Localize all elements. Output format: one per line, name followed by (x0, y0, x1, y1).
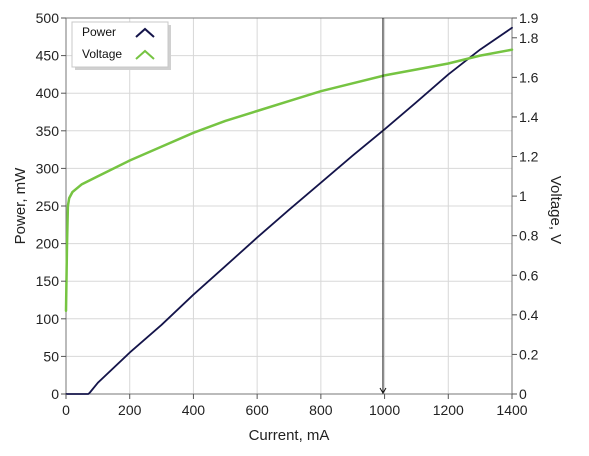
y-tick-label: 500 (36, 10, 60, 26)
x-tick-label: 600 (245, 402, 269, 418)
y2-tick-label: 0.2 (519, 346, 539, 362)
y2-axis-label: Voltage, V (547, 176, 564, 244)
right-axis-ticks: 0 0.2 0.4 0.6 0.8 1 1.2 1.4 1.6 1.8 1.9 (512, 10, 539, 402)
legend: Power Voltage (71, 21, 171, 70)
y-tick-label: 0 (51, 386, 59, 402)
x-tick-label: 1200 (433, 402, 464, 418)
x-tick-label: 1400 (496, 402, 527, 418)
y2-tick-label: 0 (519, 386, 527, 402)
y-tick-label: 150 (36, 273, 60, 289)
x-axis-ticks: 0 200 400 600 800 1000 1200 1400 (62, 394, 528, 418)
y-axis-label: Power, mW (12, 167, 29, 245)
x-tick-label: 0 (62, 402, 70, 418)
x-tick-label: 200 (118, 402, 142, 418)
x-tick-label: 400 (182, 402, 206, 418)
legend-label-voltage: Voltage (82, 47, 122, 61)
series-line-voltage (64, 48, 514, 313)
y2-tick-label: 1.2 (519, 149, 539, 165)
legend-icon-power (135, 27, 155, 38)
grid-lines (65, 17, 513, 395)
y-tick-label: 450 (36, 48, 60, 64)
legend-icon-voltage (135, 49, 155, 60)
cursor-arrow-icon[interactable] (379, 387, 387, 394)
y2-tick-label: 0.4 (519, 307, 539, 323)
y-tick-label: 250 (36, 198, 60, 214)
y-tick-label: 350 (36, 123, 60, 139)
y2-tick-label: 1.8 (519, 30, 539, 46)
y-tick-label: 200 (36, 236, 60, 252)
y2-tick-label: 1.4 (519, 109, 539, 125)
y-tick-label: 100 (36, 311, 60, 327)
series-line-power (65, 26, 513, 395)
x-axis-label: Current, mA (249, 427, 330, 444)
series-layer (64, 26, 514, 395)
y2-tick-label: 0.8 (519, 228, 539, 244)
y-tick-label: 300 (36, 160, 60, 176)
legend-label-power: Power (82, 25, 116, 39)
y-tick-label: 50 (43, 348, 59, 364)
cursor-layer[interactable] (379, 18, 387, 394)
legend-box (71, 21, 169, 68)
y2-tick-label: 1.9 (519, 10, 539, 26)
y-tick-label: 400 (36, 85, 60, 101)
x-tick-label: 800 (309, 402, 333, 418)
y2-tick-label: 0.6 (519, 267, 539, 283)
y2-tick-label: 1.6 (519, 69, 539, 85)
x-tick-label: 1000 (369, 402, 400, 418)
left-axis-ticks: 0 50 100 150 200 250 300 350 400 450 500 (36, 10, 66, 402)
y2-tick-label: 1 (519, 188, 527, 204)
